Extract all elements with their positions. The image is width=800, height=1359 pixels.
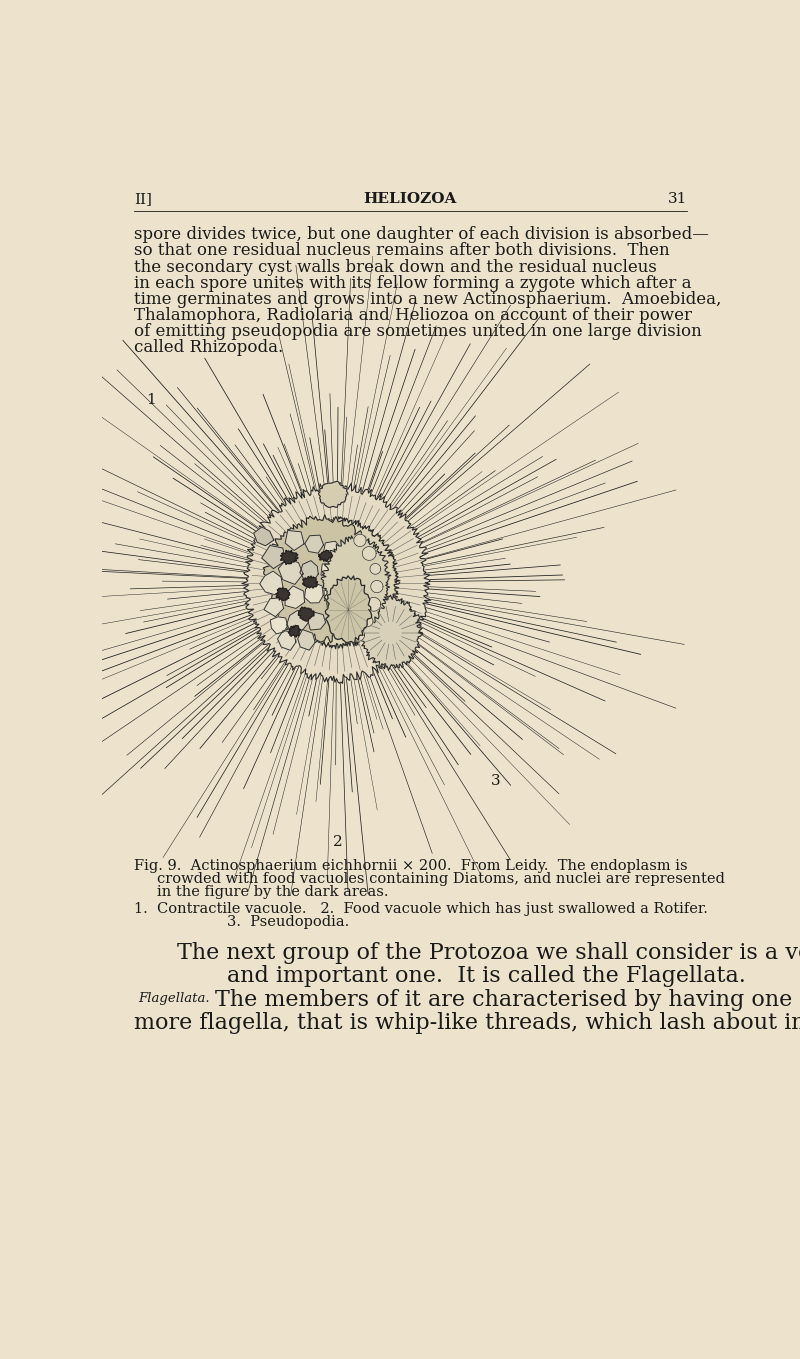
Polygon shape (359, 595, 423, 670)
Polygon shape (367, 598, 381, 612)
Polygon shape (370, 564, 381, 575)
Polygon shape (286, 610, 308, 633)
Polygon shape (342, 578, 358, 594)
Polygon shape (341, 601, 357, 617)
Polygon shape (278, 559, 303, 584)
Polygon shape (344, 554, 362, 572)
Text: 2: 2 (333, 834, 342, 848)
Text: 3.  Pseudopodia.: 3. Pseudopodia. (226, 916, 349, 930)
Text: so that one residual nucleus remains after both divisions.  Then: so that one residual nucleus remains aft… (134, 242, 670, 260)
Text: Thalamophora, Radiolaria and Heliozoa on account of their power: Thalamophora, Radiolaria and Heliozoa on… (134, 307, 692, 323)
Polygon shape (352, 629, 365, 641)
Polygon shape (278, 631, 296, 651)
Polygon shape (321, 563, 340, 580)
Polygon shape (305, 582, 323, 603)
Polygon shape (318, 550, 333, 561)
Polygon shape (274, 516, 400, 648)
Text: 3: 3 (491, 773, 501, 788)
Polygon shape (362, 616, 373, 626)
Polygon shape (370, 580, 383, 593)
Text: crowded with food vacuoles containing Diatoms, and nuclei are represented: crowded with food vacuoles containing Di… (158, 872, 726, 886)
Polygon shape (328, 609, 346, 626)
Polygon shape (308, 612, 326, 631)
Text: in the figure by the dark areas.: in the figure by the dark areas. (158, 885, 389, 900)
Text: called Rhizopoda.: called Rhizopoda. (134, 340, 283, 356)
Text: spore divides twice, but one daughter of each division is absorbed—: spore divides twice, but one daughter of… (134, 226, 710, 243)
Polygon shape (302, 576, 318, 588)
Polygon shape (362, 546, 376, 560)
Text: time germinates and grows into a new Actinosphaerium.  Amoebidea,: time germinates and grows into a new Act… (134, 291, 722, 308)
Text: 1: 1 (146, 393, 156, 406)
Polygon shape (262, 515, 381, 643)
Polygon shape (260, 571, 283, 595)
Polygon shape (318, 481, 348, 507)
Text: 31: 31 (668, 192, 687, 207)
Polygon shape (264, 598, 284, 617)
Text: The members of it are characterised by having one or: The members of it are characterised by h… (215, 988, 800, 1011)
Text: of emitting pseudopodia are sometimes united in one large division: of emitting pseudopodia are sometimes un… (134, 323, 702, 340)
Polygon shape (254, 527, 274, 546)
Polygon shape (298, 607, 314, 621)
Polygon shape (242, 482, 431, 684)
Polygon shape (300, 561, 318, 582)
Polygon shape (324, 586, 342, 603)
Polygon shape (305, 535, 323, 553)
Polygon shape (280, 550, 298, 564)
Polygon shape (262, 545, 286, 568)
Polygon shape (270, 617, 288, 633)
Text: in each spore unites with its fellow forming a zygote which after a: in each spore unites with its fellow for… (134, 275, 692, 292)
Text: and important one.  It is called the Flagellata.: and important one. It is called the Flag… (226, 965, 746, 988)
Text: more flagella, that is whip-like threads, which lash about in the: more flagella, that is whip-like threads… (134, 1011, 800, 1034)
Text: Flagellata.: Flagellata. (138, 992, 210, 1004)
Polygon shape (326, 576, 371, 643)
Polygon shape (354, 534, 366, 546)
Text: HELIOZOA: HELIOZOA (363, 192, 457, 207)
Polygon shape (321, 535, 391, 629)
Polygon shape (298, 629, 315, 650)
Text: The next group of the Protozoa we shall consider is a very large: The next group of the Protozoa we shall … (177, 942, 800, 965)
Polygon shape (288, 625, 301, 637)
Polygon shape (276, 588, 290, 601)
Text: Fig. 9.  Actinosphaerium eichhornii × 200.  From Leidy.  The endoplasm is: Fig. 9. Actinosphaerium eichhornii × 200… (134, 859, 688, 874)
Text: 1.  Contractile vacuole.   2.  Food vacuole which has just swallowed a Rotifer.: 1. Contractile vacuole. 2. Food vacuole … (134, 902, 708, 916)
Text: II]: II] (134, 192, 152, 207)
Text: the secondary cyst walls break down and the residual nucleus: the secondary cyst walls break down and … (134, 258, 658, 276)
Polygon shape (285, 586, 305, 609)
Polygon shape (323, 541, 343, 561)
Polygon shape (285, 530, 304, 550)
